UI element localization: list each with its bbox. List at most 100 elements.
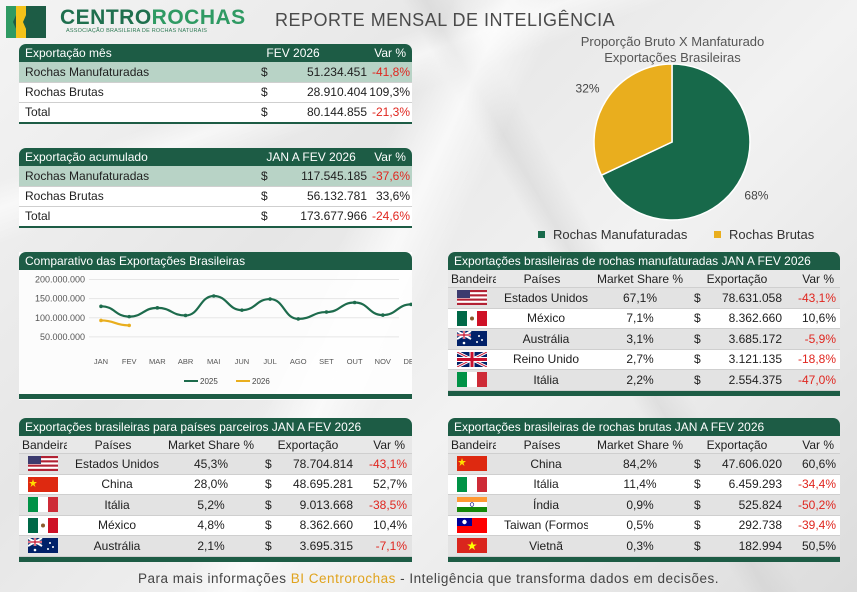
- line-chart-panel: Comparativo das Exportações Brasileiras …: [19, 252, 412, 400]
- data-point: [409, 302, 412, 307]
- chart-header: Comparativo das Exportações Brasileiras: [19, 252, 412, 270]
- currency-symbol: $: [694, 372, 701, 387]
- column-header: Bandeira: [451, 271, 496, 286]
- y-tick-label: 150.000.000: [35, 294, 85, 304]
- x-tick-label: SET: [319, 357, 334, 366]
- country-name: Itália: [533, 477, 559, 492]
- table-row: Rochas Manufaturadas $51.234.451 -41,8%: [19, 62, 412, 83]
- column-header-row: Bandeira Países Market Share % Exportação Va…: [19, 436, 412, 454]
- china-flag-icon: [28, 476, 58, 492]
- legend-swatch: [538, 231, 545, 238]
- data-point: [99, 304, 103, 309]
- var-cell: -18,8%: [797, 352, 836, 367]
- y-tick-label: 50.000.000: [40, 332, 85, 342]
- x-tick-label: ABR: [178, 357, 194, 366]
- table-row: Itália 11,4% $6.459.293 -34,4%: [448, 474, 840, 495]
- country-name: Estados Unidos: [75, 456, 159, 471]
- row-label: Rochas Brutas: [25, 85, 104, 100]
- x-tick-label: MAR: [149, 357, 166, 366]
- var-cell: 10,6%: [801, 311, 836, 326]
- currency-symbol: $: [694, 311, 701, 326]
- market-share: 2,1%: [197, 538, 225, 553]
- pie-data-label: 32%: [576, 81, 600, 95]
- india-flag-icon: [457, 497, 487, 513]
- table-row: Estados Unidos 45,3% $78.704.814 -43,1%: [19, 454, 412, 475]
- market-share: 5,2%: [197, 497, 225, 512]
- data-point: [183, 313, 188, 318]
- table-row: Reino Unido 2,7% $3.121.135 -18,8%: [448, 349, 840, 370]
- data-point: [240, 308, 244, 312]
- series-line-2026: [100, 319, 130, 327]
- data-point: [211, 294, 216, 298]
- currency-symbol: $: [261, 168, 268, 183]
- currency-symbol: $: [261, 105, 268, 120]
- centrorochas-logo: CENTROROCHAS ASSOCIAÇÃO BRASILEIRA DE RO…: [6, 4, 245, 40]
- column-header: Var %: [373, 437, 405, 452]
- table-row: Índia 0,9% $525.824 -50,2%: [448, 495, 840, 516]
- logo-name: CENTROROCHAS: [60, 6, 246, 29]
- market-share: 0,5%: [626, 518, 654, 533]
- market-share: 2,7%: [626, 352, 654, 367]
- column-header: Países: [523, 437, 561, 452]
- country-name: México: [97, 518, 136, 533]
- us-flag-icon: [28, 456, 58, 472]
- table-row: México 4,8% $8.362.660 10,4%: [19, 515, 412, 536]
- table-row: Itália 5,2% $9.013.668 -38,5%: [19, 495, 412, 516]
- var-cell: 33,6%: [375, 189, 410, 204]
- column-header: Bandeira: [22, 437, 67, 452]
- pie-data-label: 68%: [744, 189, 768, 203]
- currency-symbol: $: [694, 518, 701, 533]
- row-label: Total: [25, 105, 51, 120]
- logo-mark-icon: [6, 6, 46, 38]
- column-header: Var %: [802, 271, 834, 286]
- currency-symbol: $: [265, 538, 272, 553]
- currency-symbol: $: [694, 331, 701, 346]
- y-tick-label: 200.000.000: [35, 275, 85, 285]
- bi-link[interactable]: BI Centrorochas: [290, 571, 396, 586]
- column-header: Países: [523, 271, 561, 286]
- var-cell: 10,4%: [372, 518, 407, 533]
- var-cell: -5,9%: [804, 331, 836, 346]
- panel-footer: [448, 390, 840, 396]
- country-name: Reino Unido: [512, 352, 580, 367]
- country-name: Austrália: [93, 538, 141, 553]
- var-cell: -43,1%: [368, 456, 407, 471]
- country-name: Índia: [532, 497, 560, 512]
- var-cell: -34,4%: [797, 477, 836, 492]
- column-header: Exportação: [277, 437, 339, 452]
- currency-symbol: $: [694, 352, 701, 367]
- export-value: 3.121.135: [728, 352, 782, 367]
- table-row: China 28,0% $48.695.281 52,7%: [19, 474, 412, 495]
- export-value: 47.606.020: [721, 456, 782, 471]
- data-point: [99, 318, 103, 323]
- taiwan-flag-icon: [457, 517, 487, 533]
- market-share: 2,2%: [626, 372, 654, 387]
- china-flag-icon: [457, 456, 487, 472]
- data-point: [296, 317, 301, 321]
- data-point: [324, 310, 329, 314]
- currency-symbol: $: [265, 518, 272, 533]
- column-header: Var %: [802, 437, 834, 452]
- market-share: 11,4%: [623, 477, 657, 492]
- var-cell: -24,6%: [371, 209, 410, 224]
- currency-symbol: $: [694, 456, 701, 471]
- country-name: Austrália: [522, 331, 570, 346]
- var-cell: 60,6%: [801, 456, 836, 471]
- pie-chart: 68% 32%: [576, 63, 769, 221]
- table-header: Exportação mês FEV 2026 Var %: [19, 44, 412, 62]
- var-cell: 50,5%: [801, 538, 836, 553]
- table-row: Taiwan (Formosa) 0,5% $292.738 -39,4%: [448, 515, 840, 536]
- table-header: Exportação acumulado JAN A FEV 2026 Var …: [19, 148, 412, 166]
- table-row: Rochas Manufaturadas $117.545.185 -37,6%: [19, 166, 412, 187]
- x-tick-label: NOV: [375, 357, 391, 366]
- column-header: Países: [94, 437, 132, 452]
- row-label: Total: [25, 209, 51, 224]
- var-cell: -38,5%: [368, 497, 407, 512]
- country-name: Taiwan (Formosa): [504, 518, 588, 533]
- x-tick-label: JAN: [94, 357, 108, 366]
- export-value: 6.459.293: [728, 477, 782, 492]
- market-share: 3,1%: [626, 331, 654, 346]
- table-header: Exportações brasileiras de rochas brutas…: [448, 418, 840, 436]
- table-row: Rochas Brutas $28.910.404 109,3%: [19, 82, 412, 103]
- value-cell: 173.677.966: [300, 209, 367, 224]
